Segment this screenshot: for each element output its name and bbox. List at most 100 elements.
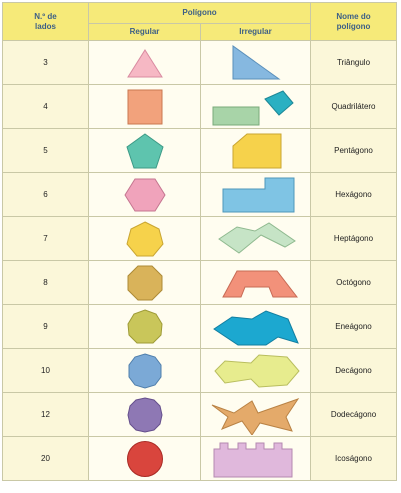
irregular-octagon-icon [221,270,298,297]
table-row: 9 Eneágono [2,304,397,349]
polygon-table-container: N.º de lados Polígono Nome do polígono R… [2,2,397,481]
regular-octagon-shape [127,265,162,300]
irregular-shape-cell [200,40,311,85]
irregular-quadrilateral-icon [212,89,294,125]
row-num-lados: 3 [2,40,89,85]
irregular-kite-shape [263,89,294,116]
row-num-lados: 9 [2,304,89,349]
regular-decagon-shape [128,352,161,389]
irregular-icosagon-shape [213,442,292,477]
irregular-shape-cell [200,348,311,393]
regular-shape-cell [88,128,201,173]
irregular-octagon-shape [221,270,298,297]
header-num-lados: N.º de lados [2,2,89,41]
irregular-shape-cell [200,172,311,217]
row-num-lados: 6 [2,172,89,217]
table-row: 12 Dodecágono [2,392,397,437]
irregular-decagon-shape [213,353,300,388]
regular-shape-cell [88,392,201,437]
irregular-heptagon-icon [217,221,296,254]
row-num-lados: 20 [2,436,89,481]
irregular-pentagon-shape [232,133,281,168]
regular-triangle-shape [126,48,163,77]
table-row: 10 Decágono [2,348,397,393]
row-polygon-name: Triângulo [310,40,397,85]
row-num-lados: 12 [2,392,89,437]
irregular-icosagon-icon [213,442,292,477]
irregular-shape-cell [200,84,311,129]
row-polygon-name: Octógono [310,260,397,305]
header-poligono: Polígono [88,2,311,24]
regular-dodecagon-icon [126,396,163,433]
regular-shape-cell [88,84,201,129]
regular-shape-cell [88,260,201,305]
row-polygon-name: Quadrilátero [310,84,397,129]
header-nome-line2: polígono [336,21,371,31]
irregular-triangle-shape [232,44,281,79]
row-polygon-name: Hexágono [310,172,397,217]
irregular-pentagon-icon [232,133,281,168]
table-row: 3 Triângulo [2,40,397,85]
regular-shape-cell [88,172,201,217]
regular-shape-cell [88,40,201,85]
irregular-heptagon-shape [217,221,296,254]
irregular-dodecagon-icon [211,397,299,435]
irregular-shape-cell [200,128,311,173]
table-row: 20 Icoságono [2,436,397,481]
regular-heptagon-shape [125,220,164,256]
irregular-nonagon-icon [212,309,299,345]
row-polygon-name: Heptágono [310,216,397,261]
regular-pentagon-icon [125,132,164,168]
regular-shape-cell [88,304,201,349]
irregular-shape-cell [200,260,311,305]
regular-nonagon-shape [126,308,163,343]
header-num-lados-line1: N.º de [34,11,57,21]
table-row: 7 Heptágono [2,216,397,261]
regular-dodecagon-shape [126,396,163,433]
row-num-lados: 4 [2,84,89,129]
regular-shape-cell [88,348,201,393]
regular-decagon-icon [128,352,161,389]
regular-heptagon-icon [125,220,164,256]
regular-octagon-icon [127,265,162,300]
row-num-lados: 7 [2,216,89,261]
regular-icosagon-shape [126,440,163,477]
irregular-hexagon-shape [222,177,294,212]
row-num-lados: 5 [2,128,89,173]
regular-nonagon-icon [126,308,163,343]
regular-hexagon-icon [123,178,166,211]
irregular-hexagon-icon [222,177,294,212]
table-row: 6 Hexágono [2,172,397,217]
row-polygon-name: Icoságono [310,436,397,481]
regular-pentagon-shape [125,132,164,168]
header-irregular: Irregular [200,23,311,41]
irregular-shape-cell [200,304,311,349]
regular-shape-cell [88,216,201,261]
regular-hexagon-shape [123,178,166,211]
header-num-lados-line2: lados [35,21,56,31]
irregular-shape-cell [200,392,311,437]
regular-square-icon [127,89,162,124]
row-polygon-name: Pentágono [310,128,397,173]
irregular-shape-cell [200,436,311,481]
row-polygon-name: Dodecágono [310,392,397,437]
header-nome-line1: Nome do [336,11,371,21]
regular-triangle-icon [126,48,163,77]
row-polygon-name: Decágono [310,348,397,393]
irregular-triangle-icon [232,44,281,79]
table-row: 5 Pentágono [2,128,397,173]
row-polygon-name: Eneágono [310,304,397,349]
row-num-lados: 10 [2,348,89,393]
regular-shape-cell [88,436,201,481]
header-regular: Regular [88,23,201,41]
header-nome: Nome do polígono [310,2,397,41]
irregular-nonagon-shape [212,309,299,345]
regular-icosagon-icon [126,440,163,477]
table-row: 8 Octógono [2,260,397,305]
irregular-dodecagon-shape [211,397,299,435]
row-num-lados: 8 [2,260,89,305]
table-row: 4 Quadrilátero [2,84,397,129]
irregular-decagon-icon [213,353,300,388]
irregular-rectangle-shape [212,106,259,125]
regular-square-shape [127,89,162,124]
